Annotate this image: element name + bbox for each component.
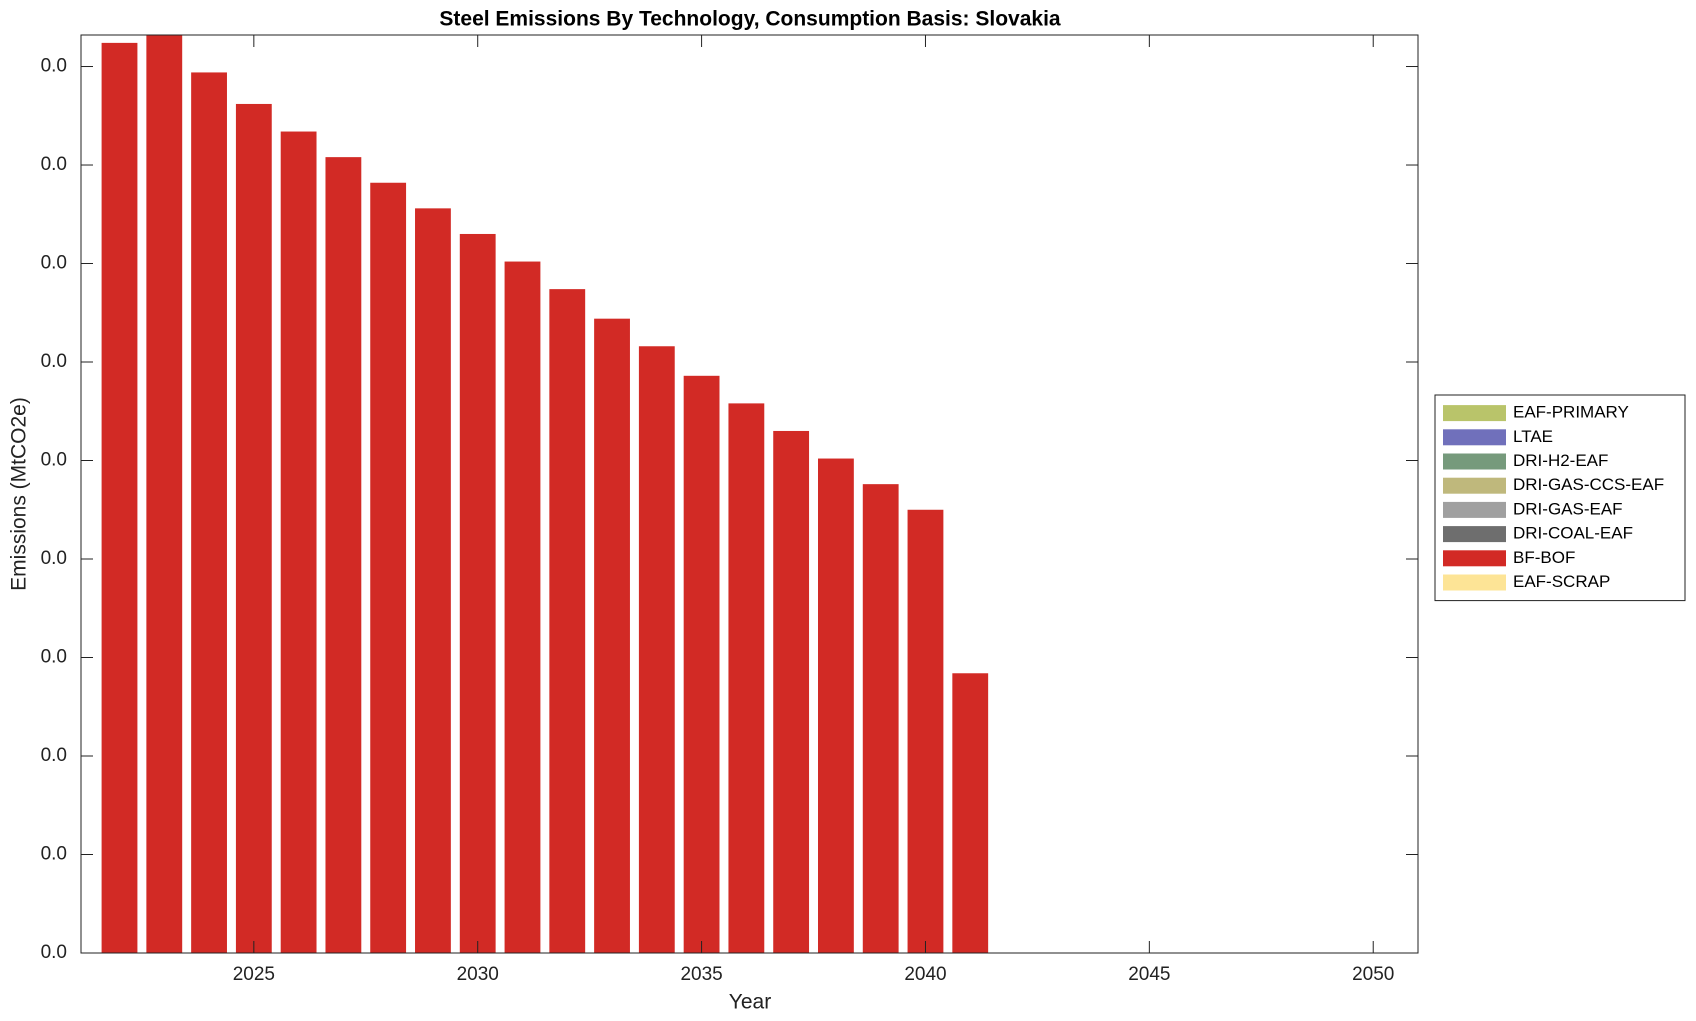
legend-swatch — [1443, 405, 1506, 422]
bar-segment — [504, 261, 541, 954]
x-tick-label: 2025 — [233, 964, 275, 985]
chart-title: Steel Emissions By Technology, Consumpti… — [439, 8, 1061, 31]
legend-swatch — [1443, 550, 1506, 567]
bar-segment — [638, 346, 675, 954]
y-tick-label: 0.0 — [41, 745, 67, 766]
bar-segment — [549, 289, 586, 953]
legend-label: DRI-GAS-CCS-EAF — [1513, 475, 1664, 494]
legend-label: BF-BOF — [1513, 548, 1575, 567]
bar-segment — [907, 509, 944, 953]
bar-segment — [773, 430, 810, 953]
legend-swatch — [1443, 477, 1506, 494]
y-tick-label: 0.0 — [41, 351, 67, 372]
x-tick-label: 2050 — [1352, 964, 1394, 985]
legend-swatch — [1443, 453, 1506, 470]
legend-box — [1434, 394, 1686, 602]
bar-segment — [594, 318, 630, 953]
x-tick-label: 2035 — [680, 964, 722, 985]
legend-label: EAF-PRIMARY — [1513, 403, 1629, 422]
bar-segment — [862, 484, 899, 953]
y-tick-label: 0.0 — [41, 548, 67, 569]
legend-label: DRI-COAL-EAF — [1513, 524, 1633, 543]
legend-swatch — [1443, 574, 1506, 591]
bar-segment — [683, 375, 720, 953]
x-tick-label: 2040 — [904, 964, 946, 985]
y-tick-label: 0.0 — [41, 647, 67, 668]
x-tick-label: 2030 — [457, 964, 499, 985]
x-tick-label: 2045 — [1128, 964, 1170, 985]
legend-label: EAF-SCRAP — [1513, 572, 1610, 591]
bar-segment — [191, 72, 227, 953]
y-tick-label: 0.0 — [41, 253, 67, 274]
bar-segment — [952, 673, 989, 953]
legend-swatch — [1443, 429, 1506, 446]
bar-segment — [459, 233, 496, 953]
bar-segment — [325, 157, 362, 954]
y-tick-label: 0.0 — [41, 450, 67, 471]
bar-segment — [370, 182, 407, 954]
bar-segment — [101, 42, 138, 954]
legend-label: DRI-GAS-EAF — [1513, 499, 1623, 518]
y-tick-label: 0.0 — [41, 844, 67, 865]
bar-segment — [728, 403, 765, 954]
plot-frame — [80, 34, 1419, 954]
bar-segment — [818, 458, 854, 953]
y-tick-label: 0.0 — [41, 56, 67, 77]
legend-swatch — [1443, 501, 1506, 518]
x-axis-label: Year — [729, 991, 771, 1014]
y-tick-label: 0.0 — [41, 154, 67, 175]
y-tick-label: 0.0 — [41, 942, 67, 963]
bar-segment — [415, 208, 451, 954]
bar-segment — [146, 35, 183, 953]
bar-segment — [280, 131, 317, 953]
legend-label: LTAE — [1513, 427, 1553, 446]
legend-swatch — [1443, 526, 1506, 543]
bar-segment — [235, 103, 272, 954]
y-axis-label: Emissions (MtCO2e) — [8, 397, 31, 591]
legend-label: DRI-H2-EAF — [1513, 451, 1608, 470]
